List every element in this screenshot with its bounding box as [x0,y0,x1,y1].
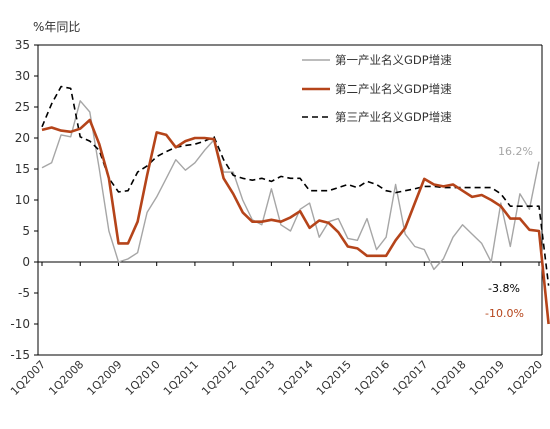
y-tick-label: 5 [22,224,30,238]
y-unit-label: %年同比 [33,20,80,34]
axes: -15 -10 -5 0 5 10 15 20 25 30 35 1Q20071Q20081Q2009… [8,38,545,398]
y-tick-label: 10 [15,193,30,207]
value-annotation: -10.0% [485,307,524,320]
series-line-2 [41,118,550,325]
y-tick-label: 35 [15,38,30,52]
x-tick-label: 1Q2007 [8,358,48,398]
x-tick-label: 1Q2019 [467,358,507,398]
x-tick-label: 1Q2020 [505,358,545,398]
x-tick-label: 1Q2015 [314,358,354,398]
series-lines [41,85,550,325]
y-tick-label: -10 [10,317,30,331]
x-tick-label: 1Q2014 [276,358,316,398]
y-tick-label: -5 [18,286,30,300]
value-annotation: -3.8% [488,282,520,295]
x-tick-label: 1Q2009 [85,358,125,398]
series-line-3 [41,85,550,286]
y-tick-label: 15 [15,162,30,176]
series-line-1 [41,100,540,271]
legend-label-3: 第三产业名义GDP增速 [335,110,452,124]
x-tick-label: 1Q2010 [123,358,163,398]
x-tick-label: 1Q2016 [352,358,392,398]
x-tick-label: 1Q2012 [199,358,239,398]
x-tick-label: 1Q2013 [237,358,277,398]
y-tick-label: 0 [22,255,30,269]
x-tick-label: 1Q2017 [390,358,430,398]
y-tick-label: 30 [15,69,30,83]
value-annotation: 16.2% [498,145,533,158]
legend-label-2: 第二产业名义GDP增速 [335,82,452,96]
x-tick-label: 1Q2011 [161,358,201,398]
legend-label-1: 第一产业名义GDP增速 [335,53,452,67]
y-tick-label: 20 [15,131,30,145]
y-tick-label: 25 [15,100,30,114]
annotations: 16.2% -3.8% -10.0% [485,145,533,320]
x-tick-label: 1Q2008 [46,358,86,398]
y-tick-label: -15 [10,348,30,362]
x-tick-label: 1Q2018 [429,358,469,398]
